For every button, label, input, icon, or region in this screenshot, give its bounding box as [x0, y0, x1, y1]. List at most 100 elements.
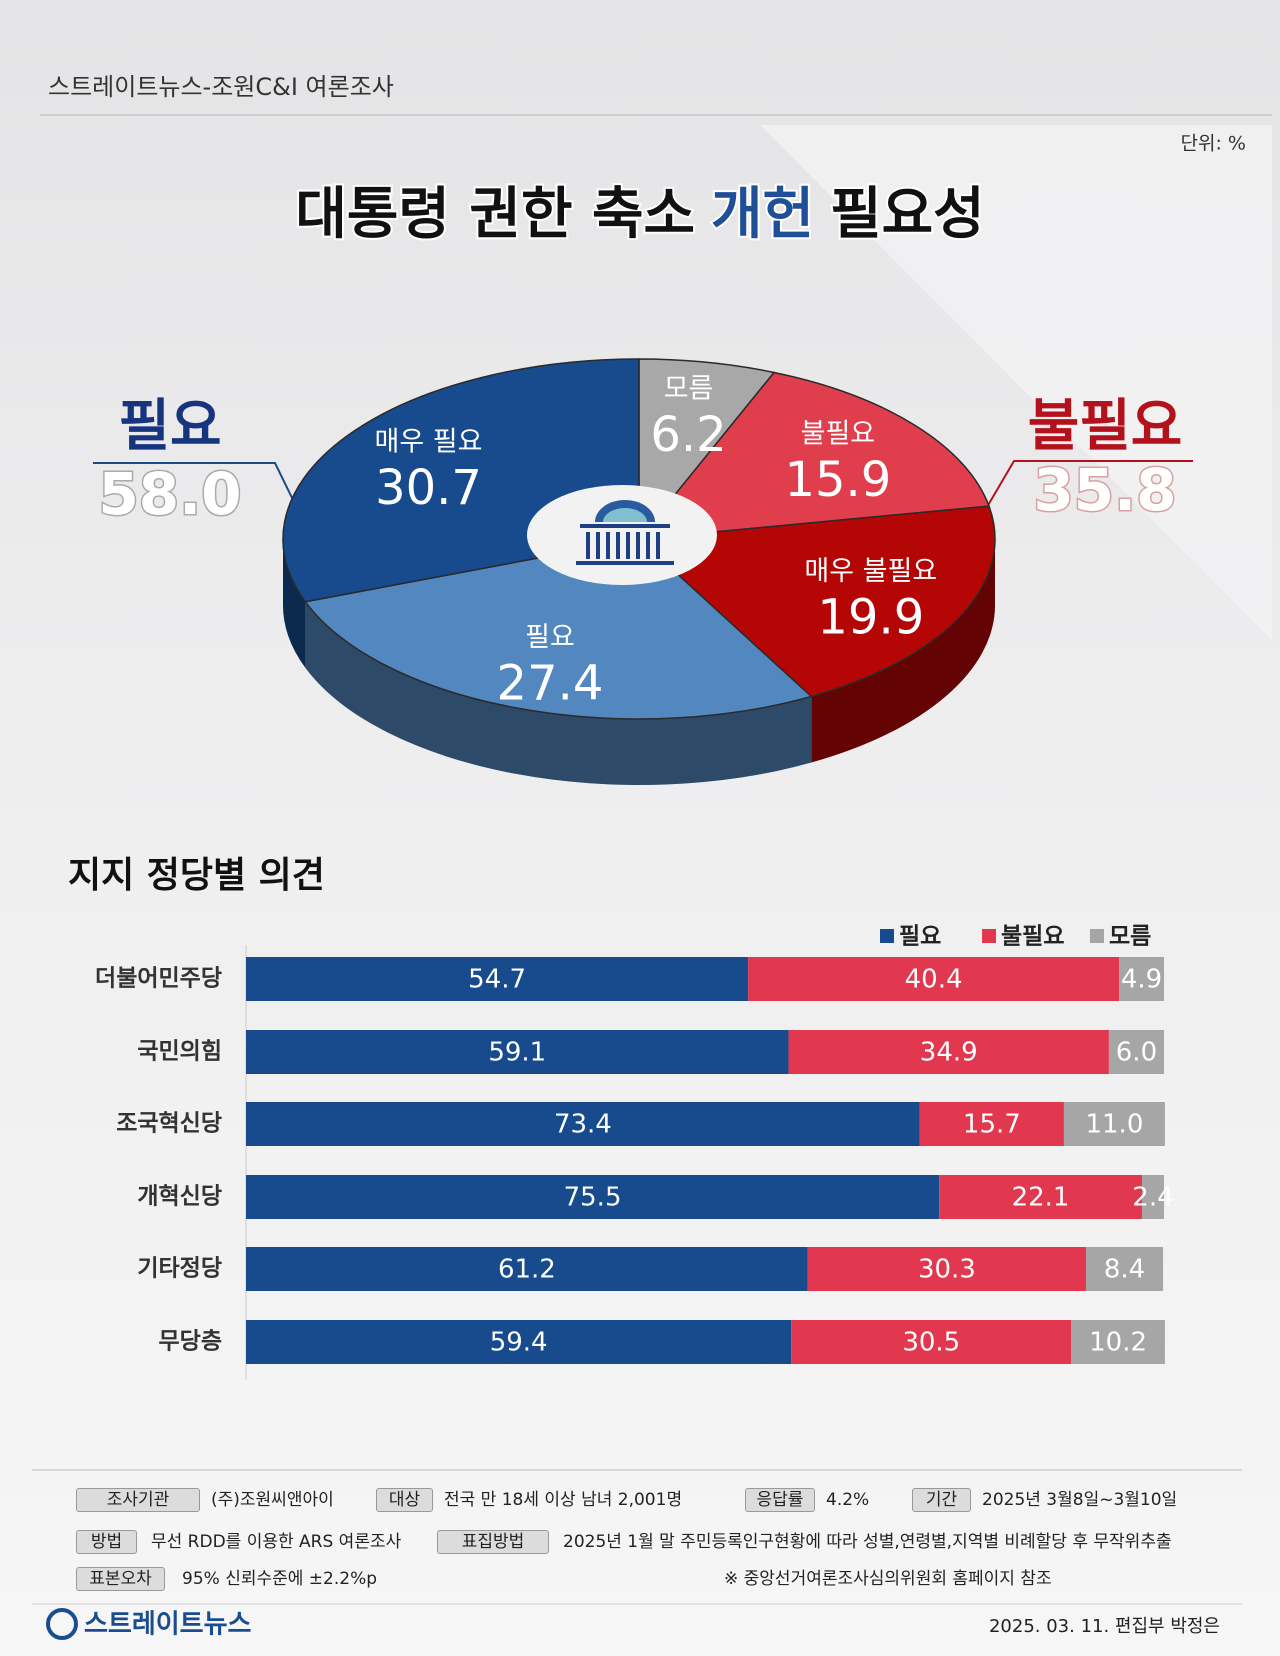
- bar-value-label: 22.1: [1012, 1183, 1070, 1213]
- bar-segment: [1108, 1030, 1164, 1074]
- slice-name: 매우 필요: [375, 427, 483, 458]
- slice-name: 모름: [664, 373, 714, 404]
- chart-title: 대통령 권한 축소 개헌 필요성: [295, 182, 984, 247]
- footer-label: 표본오차: [76, 1567, 165, 1591]
- bar-segment: [919, 1102, 1064, 1146]
- background-shape: [760, 125, 1272, 640]
- footer-value: (주)조원씨앤아이: [211, 1490, 334, 1510]
- group-value: 58.0: [98, 460, 241, 528]
- group-name: 필요: [118, 394, 221, 459]
- legend-swatch: [982, 929, 996, 943]
- bar-value-label: 11.0: [1085, 1110, 1143, 1140]
- slice-side-shade: [811, 539, 995, 763]
- logo-text: 스트레이트뉴스: [84, 1610, 252, 1640]
- footer-value: 무선 RDD를 이용한 ARS 여론조사: [151, 1532, 402, 1552]
- bar-segment: [788, 1030, 1109, 1074]
- bar-value-label: 30.3: [918, 1255, 976, 1285]
- slice-name: 매우 불필요: [804, 556, 937, 587]
- category-label: 기타정당: [137, 1256, 222, 1282]
- slice-name: 필요: [525, 622, 575, 653]
- group-value: 35.8: [1033, 456, 1176, 524]
- bar-segment: [246, 1320, 792, 1364]
- slice: [637, 505, 996, 698]
- slice-value: 19.9: [817, 589, 924, 645]
- slice-value: 27.4: [497, 656, 604, 712]
- emblem-base: [576, 561, 674, 565]
- footer-value: 4.2%: [826, 1490, 870, 1510]
- legend-label: 불필요: [1001, 924, 1064, 950]
- logo-mark: [46, 1608, 78, 1640]
- category-label: 더불어민주당: [95, 966, 222, 992]
- bar-value-label: 10.2: [1089, 1328, 1147, 1358]
- bar-segment: [939, 1175, 1142, 1219]
- footer-label: 기간: [912, 1488, 971, 1512]
- bar-segment: [1063, 1102, 1165, 1146]
- legend-label: 모름: [1109, 924, 1151, 950]
- bar-value-label: 54.7: [468, 965, 526, 995]
- slice: [637, 371, 991, 540]
- slice-side-shade: [305, 601, 812, 786]
- bar-segment: [1141, 1175, 1164, 1219]
- bar-segment: [246, 957, 749, 1001]
- bar-value-label: 59.1: [488, 1038, 546, 1068]
- title-part: 대통령 권한 축소: [295, 182, 695, 247]
- emblem-dome-inner: [603, 508, 647, 522]
- bar-value-label: 61.2: [498, 1255, 556, 1285]
- bar-segment: [791, 1320, 1072, 1364]
- group-name: 불필요: [1028, 394, 1183, 459]
- slice-value: 15.9: [784, 452, 891, 508]
- bar-value-label: 15.7: [963, 1110, 1021, 1140]
- bar-segment: [246, 1175, 940, 1219]
- title-highlight: 개헌: [711, 182, 814, 247]
- bar-segment: [748, 957, 1120, 1001]
- bar-segment: [807, 1247, 1086, 1291]
- category-label: 국민의힘: [137, 1039, 222, 1065]
- unit-label: 단위: %: [1181, 133, 1246, 155]
- bar-segment: [246, 1247, 808, 1291]
- footer-label: 방법: [76, 1530, 137, 1554]
- emblem-roof: [580, 524, 670, 528]
- footer-value: 2025년 3월8일~3월10일: [982, 1490, 1178, 1510]
- footer-label: 조사기관: [76, 1488, 200, 1512]
- bar-segment: [1119, 957, 1164, 1001]
- leader-line: [986, 460, 1193, 508]
- slice-value: 6.2: [650, 407, 726, 463]
- footer-note: ※ 중앙선거여론조사심의위원회 홈페이지 참조: [724, 1569, 1052, 1589]
- legend-swatch: [880, 929, 894, 943]
- bar-value-label: 2.4: [1132, 1183, 1173, 1213]
- legend-swatch: [1090, 929, 1104, 943]
- bar-value-label: 4.9: [1121, 965, 1162, 995]
- bar-value-label: 6.0: [1116, 1038, 1157, 1068]
- category-label: 개혁신당: [137, 1184, 222, 1210]
- center-emblem: [527, 485, 717, 585]
- footer-value: 전국 만 18세 이상 남녀 2,001명: [444, 1490, 683, 1510]
- bar-value-label: 59.4: [490, 1328, 548, 1358]
- bar-value-label: 30.5: [902, 1328, 960, 1358]
- bar-value-label: 40.4: [905, 965, 963, 995]
- title-part: 필요성: [830, 182, 985, 247]
- category-label: 무당층: [159, 1329, 222, 1355]
- slice-name: 불필요: [801, 419, 876, 450]
- bar-segment: [1071, 1320, 1165, 1364]
- footer-value: 2025년 1월 말 주민등록인구현황에 따라 성별,연령별,지역별 비례할당 …: [563, 1532, 1172, 1552]
- footer-label: 대상: [376, 1488, 433, 1512]
- footer-value: 95% 신뢰수준에 ±2.2%p: [182, 1569, 378, 1589]
- category-label: 조국혁신당: [116, 1111, 222, 1137]
- legend-label: 필요: [899, 924, 941, 950]
- bar-chart-title: 지지 정당별 의견: [68, 855, 325, 896]
- bar-value-label: 73.4: [554, 1110, 612, 1140]
- bar-value-label: 75.5: [564, 1183, 622, 1213]
- footer-label: 응답률: [745, 1488, 815, 1512]
- emblem-ellipse: [527, 485, 717, 585]
- slice: [304, 538, 813, 720]
- slice-side: [305, 601, 812, 786]
- slice-value: 30.7: [375, 460, 482, 516]
- bar-segment: [246, 1102, 920, 1146]
- bar-value-label: 34.9: [920, 1038, 978, 1068]
- byline: 2025. 03. 11. 편집부 박정은: [989, 1616, 1220, 1637]
- bar-value-label: 8.4: [1104, 1255, 1145, 1285]
